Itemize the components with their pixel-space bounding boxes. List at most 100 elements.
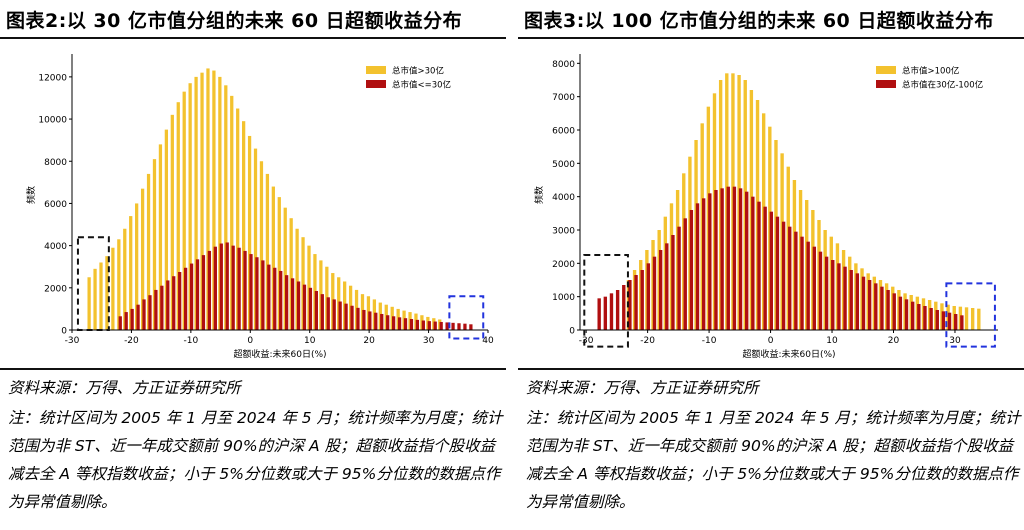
bar-red-27: [409, 319, 414, 330]
bar-gold-8: [295, 228, 299, 330]
bar-red-1: [255, 257, 259, 330]
bar-gold--15: [158, 144, 163, 331]
bar-red--3: [751, 196, 755, 330]
bar-red--6: [213, 246, 217, 330]
y-tick-label: 4000: [552, 193, 575, 203]
bar-gold--22: [117, 239, 121, 330]
bar-gold-6: [283, 207, 287, 330]
bar-red--6: [732, 186, 737, 330]
bar-red--28: [597, 298, 601, 330]
bar-red-15: [338, 301, 342, 330]
histogram-chart-30yi: 0 2000 4000 6000 8000 10000 12000 -30 -20 -10 0 10 2…: [25, 54, 494, 360]
bar-red--14: [166, 280, 170, 330]
bar-red--5: [219, 243, 223, 330]
bar-red--22: [118, 316, 122, 330]
note-text: 注：统计区间为 2005 年 1 月至 2024 年 5 月；统计频率为月度；统…: [526, 409, 1021, 511]
bar-gold--16: [152, 159, 157, 330]
bar-gold--7: [206, 68, 210, 330]
legend-label-0: 总市值>100亿: [902, 66, 959, 77]
bar-red--21: [124, 312, 128, 330]
bar-red--13: [689, 210, 694, 330]
bar-red--16: [671, 235, 675, 330]
bar-red-7: [290, 278, 295, 330]
bar-red-31: [433, 321, 437, 330]
y-tick-label: 0: [569, 327, 575, 337]
histogram-chart-100yi: 0 1000 2000 3000 4000 5000 6000 7000 8000 -30 -20 -…: [533, 54, 998, 360]
y-tick-label: 5000: [552, 160, 575, 170]
bar-red-17: [350, 305, 354, 330]
bar-gold--23: [111, 247, 115, 330]
bar-red--18: [658, 250, 663, 330]
bar-red-26: [403, 318, 408, 330]
bar-red--20: [130, 308, 134, 330]
bar-red--1: [243, 250, 247, 330]
y-tick-label: 1000: [552, 293, 575, 303]
bar-red-25: [923, 306, 927, 330]
bar-red--10: [189, 263, 194, 330]
bar-red-13: [849, 270, 853, 330]
x-tick-label: 20: [363, 336, 375, 346]
chart-panel-left: 图表2:以 30 亿市值分组的未来 60 日超额收益分布 0 2000 4000 60…: [0, 0, 506, 530]
bar-red-7: [812, 246, 817, 330]
bar-red-22: [904, 299, 909, 330]
bar-red-33: [445, 322, 449, 330]
x-tick-label: -30: [65, 336, 80, 346]
bar-red--17: [148, 295, 152, 330]
outlier-box-left: [583, 254, 629, 348]
bar-red--4: [225, 242, 229, 330]
y-tick-label: 8000: [44, 158, 67, 168]
legend-label-1: 总市值<=30亿: [392, 80, 451, 91]
bar-gold-5: [277, 197, 281, 330]
bar-red--8: [201, 255, 206, 330]
legend-label-0: 总市值>30亿: [392, 66, 444, 77]
bar-red-9: [824, 256, 829, 330]
x-tick-label: 30: [423, 336, 435, 346]
bar-red--18: [142, 299, 146, 330]
bar-red-18: [880, 286, 884, 330]
y-axis-label: 频数: [25, 186, 37, 204]
bar-red-19: [362, 309, 366, 330]
x-tick-label: -20: [640, 336, 655, 346]
bar-red-35: [457, 323, 461, 330]
bar-red-8: [818, 251, 823, 330]
bar-red-4: [273, 267, 277, 330]
outlier-box-right: [448, 295, 485, 340]
bar-gold--9: [194, 76, 198, 331]
bar-red--10: [708, 193, 712, 330]
bar-gold--21: [123, 228, 127, 330]
x-tick-label: -10: [702, 336, 717, 346]
bar-red--19: [652, 256, 657, 330]
bar-red-16: [867, 280, 872, 330]
legend-swatch-0: [876, 66, 896, 74]
bar-red-17: [874, 283, 878, 330]
bar-red-3: [788, 226, 792, 330]
outlier-box-right: [945, 282, 996, 348]
chart-panel-right: 图表3:以 100 亿市值分组的未来 60 日超额收益分布 0 1000 2000 3…: [518, 0, 1024, 530]
x-axis-label: 超额收益:未来60日(%): [742, 348, 835, 360]
bar-red-21: [898, 296, 903, 330]
bar-red--7: [726, 186, 730, 330]
bar-red--3: [231, 245, 235, 331]
bar-gold--12: [176, 102, 180, 330]
bar-red-2: [261, 260, 265, 330]
y-tick-label: 6000: [44, 200, 67, 210]
bar-red-8: [296, 281, 301, 330]
y-tick-label: 3000: [552, 227, 575, 237]
bar-red--9: [195, 259, 200, 330]
bar-red-3: [267, 264, 271, 330]
x-tick-label: 10: [304, 336, 316, 346]
bar-red-28: [941, 311, 946, 330]
bar-red-9: [302, 284, 307, 330]
legend-swatch-0: [366, 66, 386, 74]
bar-red--4: [745, 191, 749, 330]
bar-red--15: [677, 226, 681, 330]
legend-swatch-1: [366, 80, 386, 88]
bar-red-29: [947, 312, 952, 330]
y-tick-label: 0: [61, 327, 67, 337]
bar-gold-7: [289, 218, 293, 330]
bar-gold--26: [93, 268, 97, 330]
bar-red-21: [374, 312, 378, 330]
note-text: 注：统计区间为 2005 年 1 月至 2024 年 5 月；统计频率为月度；统…: [8, 409, 503, 511]
bar-red-24: [391, 316, 396, 330]
bar-red--27: [603, 296, 608, 330]
